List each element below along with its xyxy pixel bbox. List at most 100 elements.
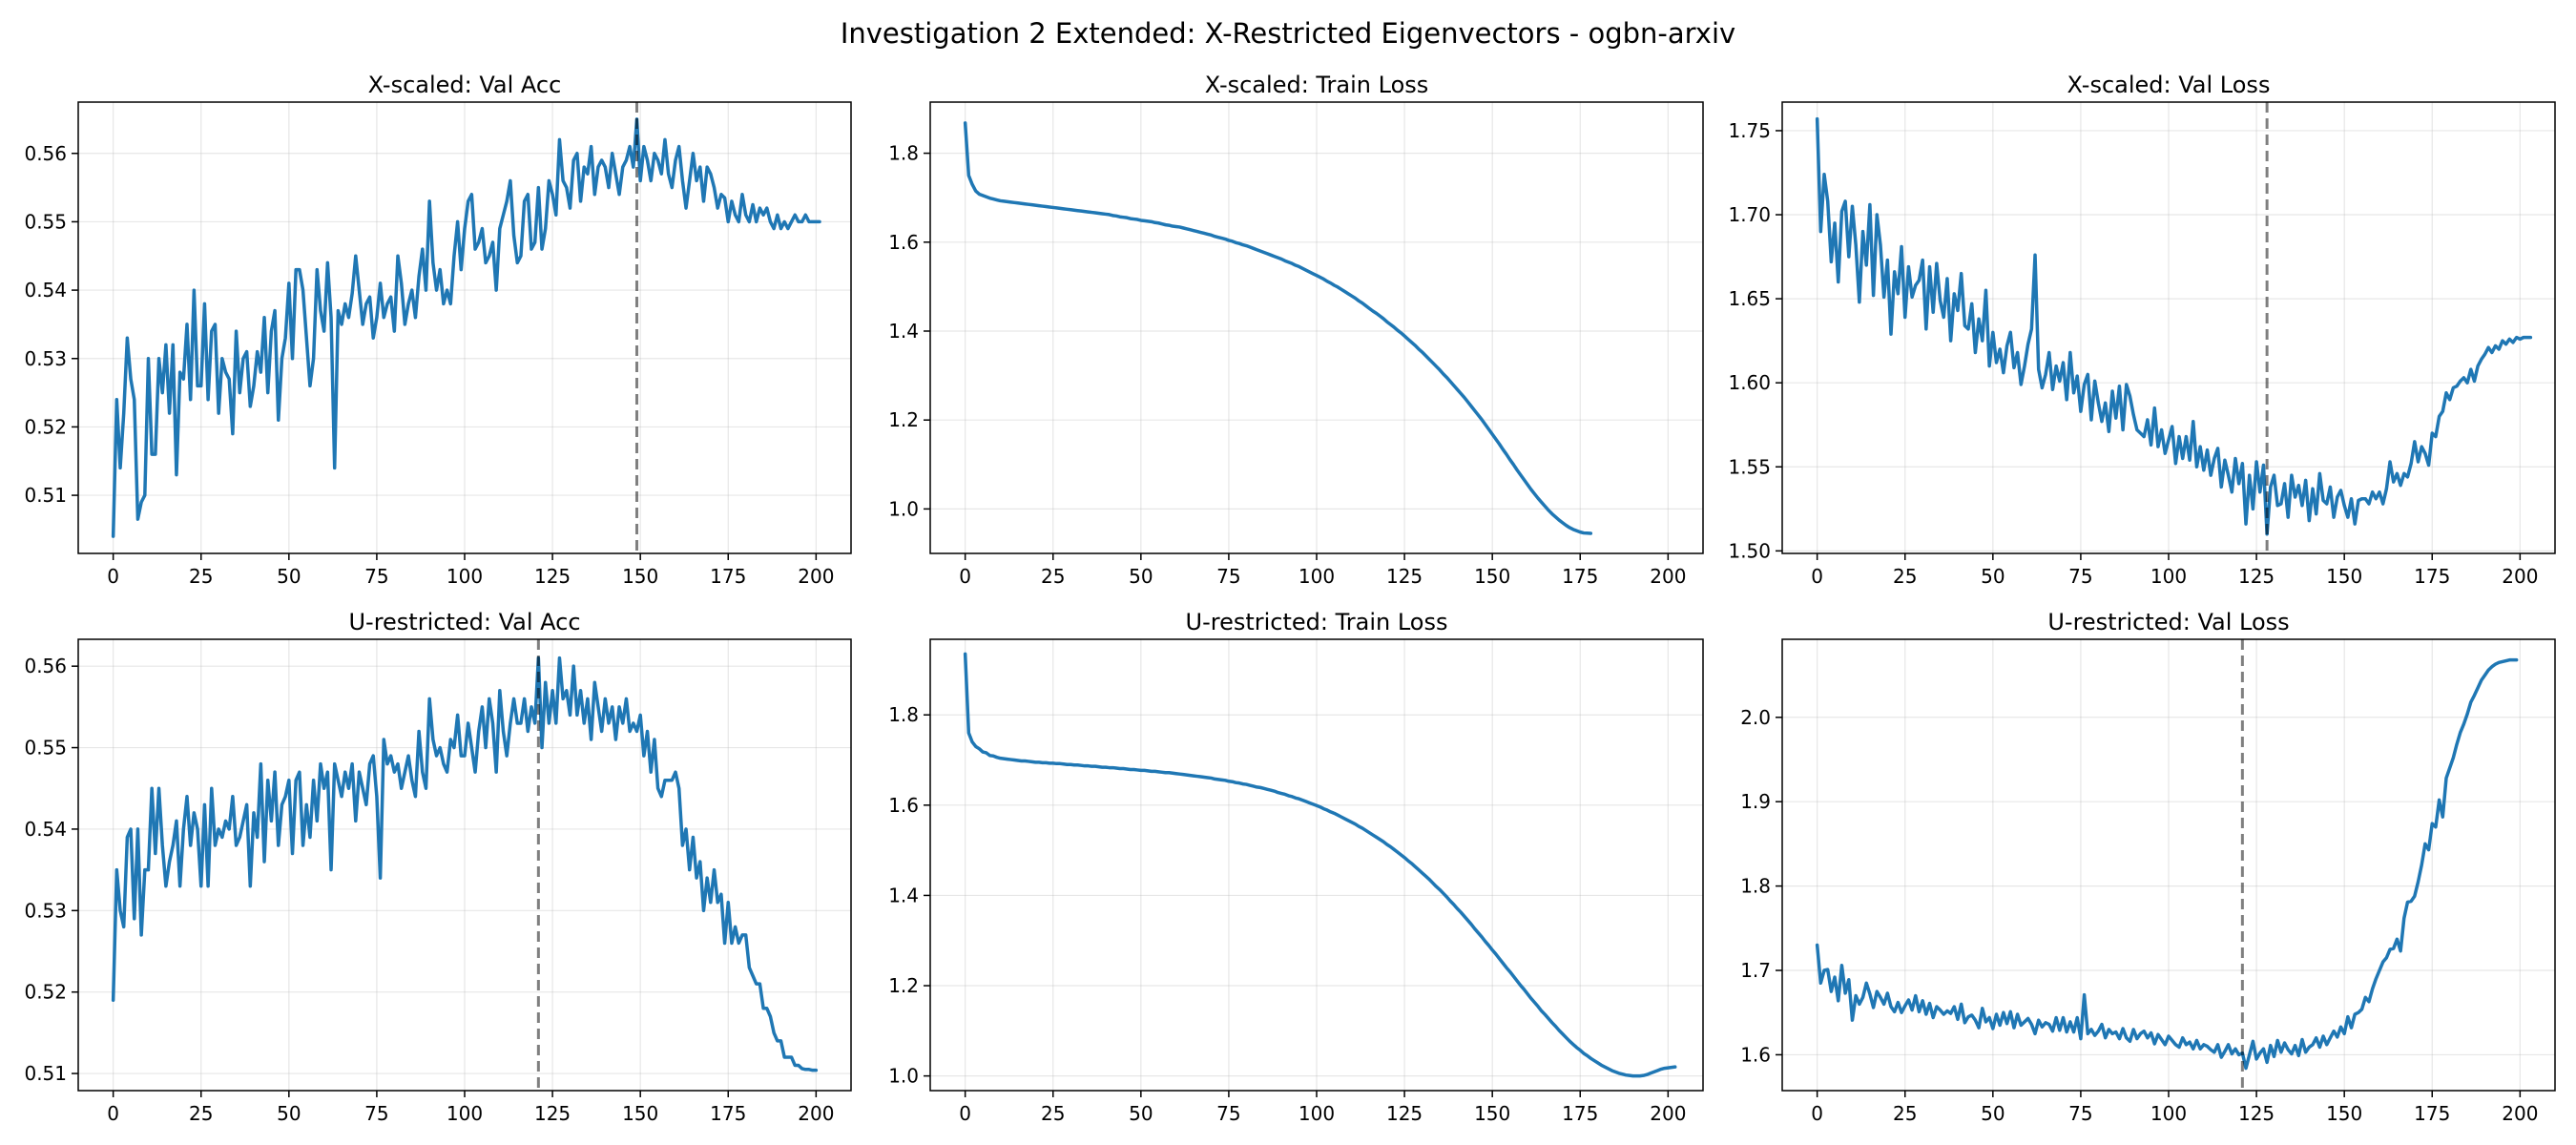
y-tick-label: 1.4 <box>888 320 919 343</box>
x-tick-label: 100 <box>1298 565 1335 588</box>
y-tick-label: 0.55 <box>24 210 67 233</box>
x-tick-label: 175 <box>1562 565 1598 588</box>
x-tick-label: 50 <box>277 1102 301 1125</box>
series-line <box>963 652 1677 1078</box>
y-tick-label: 1.0 <box>888 1065 919 1088</box>
x-tick-label: 0 <box>959 565 971 588</box>
x-tick-label: 25 <box>1893 565 1917 588</box>
x-tick-label: 0 <box>107 1102 119 1125</box>
subplot-6: 0 25 50 75 100 125 150 175 200 1.6 1.7 1.8 1.9 2.0 U-r… <box>1740 609 2556 1125</box>
x-tick-label: 125 <box>2238 1102 2275 1125</box>
x-tick-label: 100 <box>447 1102 483 1125</box>
subplot-5: 0 25 50 75 100 125 150 175 200 1.0 1.2 1.4 1.6 1.8 U-r… <box>888 609 1704 1125</box>
y-tick-label: 1.50 <box>1728 539 1771 562</box>
x-tick-label: 75 <box>2068 565 2092 588</box>
y-tick-label: 1.0 <box>888 497 919 520</box>
x-tick-label: 0 <box>959 1102 971 1125</box>
x-tick-label: 175 <box>1562 1102 1598 1125</box>
x-tick-label: 75 <box>1216 565 1240 588</box>
x-tick-label: 100 <box>2150 565 2187 588</box>
y-tick-label: 0.52 <box>24 981 67 1004</box>
x-tick-label: 175 <box>2414 1102 2450 1125</box>
x-tick-label: 200 <box>2502 1102 2538 1125</box>
y-tick-label: 1.65 <box>1728 287 1771 310</box>
x-tick-label: 125 <box>534 1102 571 1125</box>
y-tick-label: 1.7 <box>1740 959 1771 982</box>
x-tick-label: 25 <box>189 1102 213 1125</box>
y-tick-label: 1.6 <box>1740 1043 1771 1066</box>
y-tick-label: 1.8 <box>888 142 919 165</box>
y-tick-label: 1.8 <box>1740 875 1771 898</box>
subplot-title: U-restricted: Val Loss <box>2047 609 2289 635</box>
subplot-1: 0 25 50 75 100 125 150 175 200 0.51 0.52 0.53 0.54 0.… <box>24 72 852 588</box>
y-tick-label: 1.2 <box>888 408 919 431</box>
y-tick-label: 1.70 <box>1728 203 1771 226</box>
x-tick-label: 100 <box>2150 1102 2187 1125</box>
x-tick-label: 150 <box>1474 565 1510 588</box>
x-tick-label: 150 <box>622 1102 658 1125</box>
y-tick-label: 0.52 <box>24 415 67 438</box>
x-tick-label: 25 <box>1041 1102 1065 1125</box>
y-tick-label: 0.53 <box>24 899 67 922</box>
y-tick-label: 1.6 <box>888 794 919 817</box>
x-tick-label: 75 <box>1216 1102 1240 1125</box>
x-tick-label: 150 <box>622 565 658 588</box>
y-tick-label: 0.55 <box>24 737 67 760</box>
x-tick-label: 200 <box>1650 565 1686 588</box>
subplot-2: 0 25 50 75 100 125 150 175 200 1.0 1.2 1.4 1.6 1.8 X-s… <box>888 72 1704 588</box>
y-tick-label: 1.55 <box>1728 455 1771 478</box>
x-tick-label: 200 <box>798 1102 834 1125</box>
subplot-title: U-restricted: Val Acc <box>348 609 580 635</box>
x-tick-label: 25 <box>1041 565 1065 588</box>
figure-title: Investigation 2 Extended: X-Restricted E… <box>841 17 1735 50</box>
subplot-title: X-scaled: Val Acc <box>368 72 562 98</box>
x-tick-label: 125 <box>2238 565 2275 588</box>
subplot-3: 0 25 50 75 100 125 150 175 200 1.50 1.55 1.60 1.65 1.… <box>1728 72 2556 588</box>
x-tick-label: 175 <box>710 1102 746 1125</box>
y-tick-label: 1.4 <box>888 884 919 906</box>
x-tick-label: 150 <box>2326 1102 2362 1125</box>
x-tick-label: 125 <box>1386 565 1423 588</box>
y-tick-label: 0.56 <box>24 142 67 165</box>
x-tick-label: 25 <box>189 565 213 588</box>
x-tick-label: 175 <box>2414 565 2450 588</box>
series-line <box>111 117 821 538</box>
subplot-title: U-restricted: Train Loss <box>1186 609 1448 635</box>
y-tick-label: 1.2 <box>888 974 919 997</box>
x-tick-label: 125 <box>534 565 571 588</box>
x-tick-label: 200 <box>2502 565 2538 588</box>
x-tick-label: 100 <box>447 565 483 588</box>
y-tick-label: 0.53 <box>24 347 67 370</box>
x-tick-label: 200 <box>1650 1102 1686 1125</box>
x-tick-label: 150 <box>2326 565 2362 588</box>
series-line <box>111 656 819 1072</box>
x-tick-label: 50 <box>1129 565 1153 588</box>
subplot-4: 0 25 50 75 100 125 150 175 200 0.51 0.52 0.53 0.54 0.… <box>24 609 852 1125</box>
x-tick-label: 50 <box>1981 565 2005 588</box>
y-tick-label: 0.51 <box>24 1062 67 1085</box>
x-tick-label: 100 <box>1298 1102 1335 1125</box>
x-tick-label: 0 <box>1811 1102 1823 1125</box>
x-tick-label: 200 <box>798 565 834 588</box>
x-tick-label: 0 <box>107 565 119 588</box>
x-tick-label: 75 <box>364 1102 388 1125</box>
y-tick-label: 0.54 <box>24 818 67 841</box>
x-tick-label: 150 <box>1474 1102 1510 1125</box>
y-tick-label: 1.9 <box>1740 790 1771 813</box>
y-tick-label: 0.51 <box>24 484 67 507</box>
series-line <box>1815 116 2533 536</box>
subplot-title: X-scaled: Train Loss <box>1205 72 1429 98</box>
series-line <box>963 121 1593 535</box>
x-tick-label: 50 <box>1129 1102 1153 1125</box>
y-tick-label: 0.56 <box>24 655 67 677</box>
subplot-title: X-scaled: Val Loss <box>2067 72 2271 98</box>
y-tick-label: 1.6 <box>888 231 919 254</box>
x-tick-label: 175 <box>710 565 746 588</box>
y-tick-label: 0.54 <box>24 279 67 302</box>
x-tick-label: 125 <box>1386 1102 1423 1125</box>
x-tick-label: 0 <box>1811 565 1823 588</box>
y-tick-label: 1.60 <box>1728 371 1771 394</box>
y-tick-label: 1.8 <box>888 703 919 726</box>
